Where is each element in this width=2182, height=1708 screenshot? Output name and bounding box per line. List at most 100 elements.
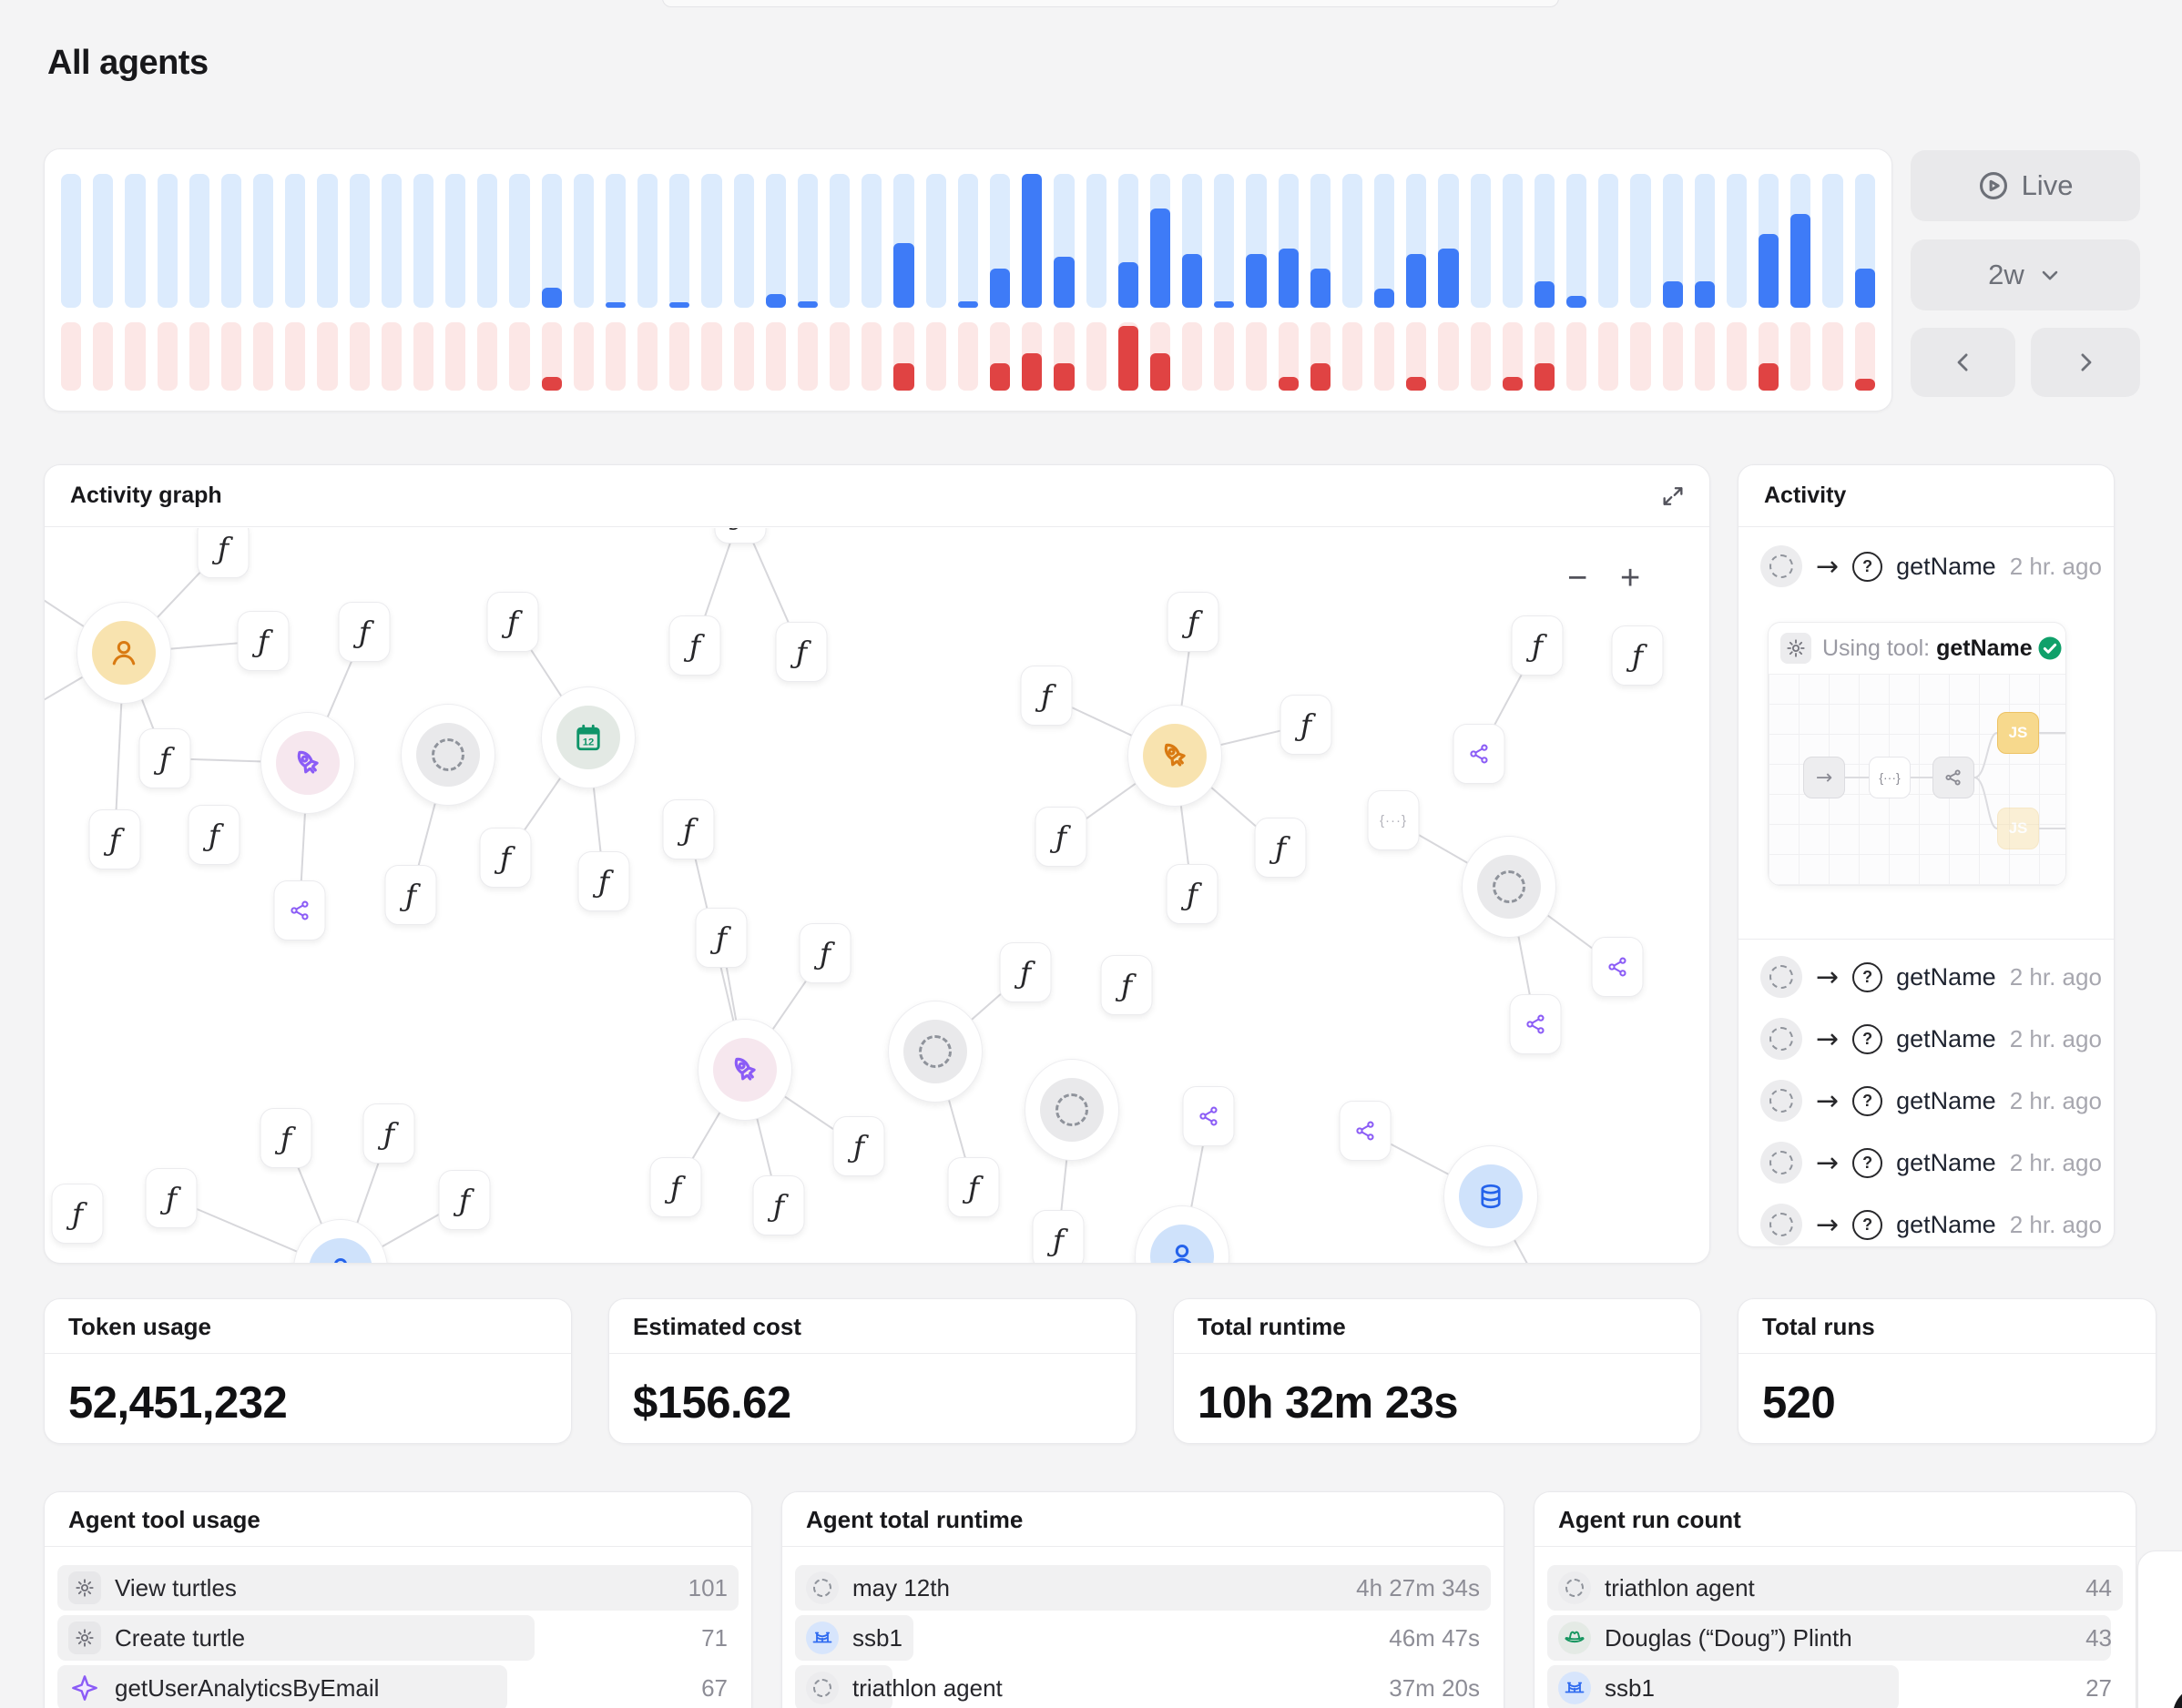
graph-node-fn[interactable]: ƒ [1254,818,1307,878]
runs-track[interactable] [1406,174,1427,308]
graph-node-fn[interactable]: ƒ [695,908,748,968]
errors-track[interactable] [349,322,370,391]
runs-track[interactable] [93,174,114,308]
errors-track[interactable] [1598,322,1619,391]
graph-node-fn[interactable]: ƒ [1511,615,1564,676]
errors-track[interactable] [317,322,338,391]
tool-run-card[interactable]: Using tool: getName → {···} JS JS [1768,622,2066,886]
runs-track[interactable] [317,174,338,308]
errors-track[interactable] [413,322,434,391]
runs-track[interactable] [1086,174,1106,308]
errors-track[interactable] [541,322,562,391]
errors-track[interactable] [285,322,306,391]
errors-track[interactable] [1278,322,1299,391]
range-dropdown[interactable]: 2w [1911,239,2140,310]
runs-track[interactable] [1759,174,1779,308]
graph-node-fn[interactable]: ƒ [260,1108,312,1168]
graph-node-fn[interactable]: ƒ [145,1168,198,1228]
runs-track[interactable] [830,174,851,308]
activity-entry[interactable]: → ? getName 2 hr. ago [1738,946,2114,1008]
errors-track[interactable] [573,322,594,391]
runs-track[interactable] [509,174,530,308]
runs-track[interactable] [1662,174,1683,308]
errors-track[interactable] [1566,322,1587,391]
errors-track[interactable] [509,322,530,391]
runs-track[interactable] [1854,174,1875,308]
errors-track[interactable] [733,322,754,391]
errors-track[interactable] [1662,322,1683,391]
graph-node-dashed[interactable] [1462,836,1556,938]
errors-track[interactable] [669,322,690,391]
errors-track[interactable] [1214,322,1235,391]
runs-track[interactable] [797,174,819,308]
runs-track[interactable] [1726,174,1748,308]
graph-node-fn[interactable]: ƒ [1166,864,1218,924]
runs-track[interactable] [189,174,209,308]
graph-node-share[interactable] [1339,1101,1392,1161]
runs-track[interactable] [1470,174,1491,308]
graph-node-braces[interactable]: {···} [1367,790,1420,850]
runs-track[interactable] [1310,174,1331,308]
runs-track[interactable] [1566,174,1587,308]
errors-track[interactable] [893,322,914,391]
errors-track[interactable] [1117,322,1138,391]
activity-entry[interactable]: → ? getName 2 hr. ago [1738,1132,2114,1194]
errors-track[interactable] [765,322,786,391]
graph-node-fn[interactable]: ƒ [384,865,437,925]
errors-track[interactable] [1630,322,1651,391]
errors-track[interactable] [189,322,209,391]
graph-node-fn[interactable]: ƒ [775,622,828,682]
graph-node-fn[interactable]: ƒ [1167,592,1219,652]
runs-track[interactable] [61,174,82,308]
graph-node-dashed[interactable] [401,704,495,806]
graph-node-rocket-purple[interactable] [698,1019,792,1121]
graph-node-person-orange[interactable] [76,602,171,704]
runs-track[interactable] [477,174,498,308]
graph-node-calendar[interactable]: 12 [541,686,636,788]
errors-track[interactable] [1406,322,1427,391]
graph-node-dashed[interactable] [1025,1059,1119,1161]
activity-graph-canvas[interactable]: − + ƒ ƒ ƒ ƒ ƒ ƒ ƒ ƒ 12 ƒ ƒ ƒ ƒ ƒ ƒ ƒ ƒ ƒ ƒ ƒ ƒ ƒ ƒ ƒ ƒ ƒ ƒ ƒ ƒ ƒ ƒ ƒ ƒ ƒ{… [45,528,1709,1263]
graph-node-fn[interactable]: ƒ [1032,1210,1085,1263]
list-item[interactable]: getUserAnalyticsByEmail 67 [57,1665,739,1708]
live-button[interactable]: Live [1911,150,2140,221]
graph-node-fn[interactable]: ƒ [577,851,630,911]
graph-node-fn[interactable]: ƒ [486,592,539,652]
errors-track[interactable] [477,322,498,391]
errors-track[interactable] [1822,322,1843,391]
list-item[interactable]: may 12th 4h 27m 34s [795,1565,1491,1611]
errors-track[interactable] [445,322,466,391]
graph-node-fn[interactable]: ƒ [197,528,250,578]
runs-track[interactable] [253,174,274,308]
graph-node-fn[interactable]: ƒ [1280,695,1332,755]
graph-node-fn[interactable]: ƒ [1035,807,1087,867]
runs-track[interactable] [1822,174,1843,308]
runs-track[interactable] [349,174,370,308]
graph-node-fn[interactable]: ƒ [1020,666,1073,726]
errors-track[interactable] [1759,322,1779,391]
runs-track[interactable] [1598,174,1619,308]
errors-track[interactable] [862,322,882,391]
runs-track[interactable] [637,174,658,308]
errors-track[interactable] [1054,322,1075,391]
runs-track[interactable] [701,174,722,308]
runs-track[interactable] [413,174,434,308]
runs-track[interactable] [285,174,306,308]
graph-node-share[interactable] [1509,994,1562,1054]
runs-track[interactable] [220,174,242,308]
errors-track[interactable] [1374,322,1395,391]
errors-track[interactable] [989,322,1011,391]
list-item[interactable]: Create turtle 71 [57,1615,739,1661]
errors-track[interactable] [637,322,658,391]
errors-track[interactable] [605,322,627,391]
zoom-in-button[interactable]: + [1620,559,1641,597]
graph-node-fn[interactable]: ƒ [714,528,767,544]
errors-track[interactable] [381,322,402,391]
runs-track[interactable] [925,174,946,308]
expand-icon[interactable] [1660,483,1686,509]
errors-track[interactable] [1246,322,1267,391]
graph-node-fn[interactable]: ƒ [188,805,240,865]
runs-track[interactable] [1438,174,1459,308]
graph-node-share[interactable] [1591,937,1644,997]
runs-track[interactable] [862,174,882,308]
